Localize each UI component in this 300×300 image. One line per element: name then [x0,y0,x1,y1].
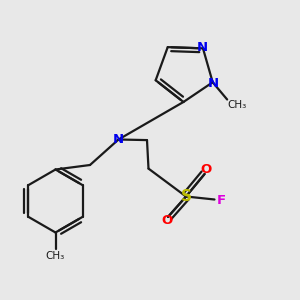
Text: S: S [181,189,191,204]
Text: N: N [208,77,219,90]
Text: F: F [217,194,226,207]
Text: CH₃: CH₃ [228,100,247,110]
Text: O: O [200,163,212,176]
Text: CH₃: CH₃ [46,251,65,261]
Text: N: N [113,133,124,146]
Text: O: O [161,214,172,227]
Text: N: N [196,41,208,54]
